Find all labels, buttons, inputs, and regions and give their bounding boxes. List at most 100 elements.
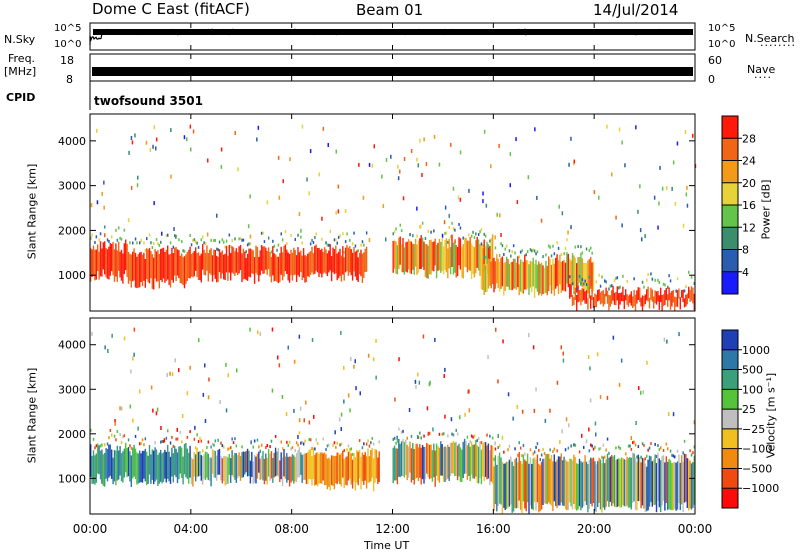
scatter-point: [659, 165, 661, 170]
scatter-speck: [420, 436, 422, 440]
colorbar-swatch: [722, 369, 738, 390]
scatter-point: [483, 129, 486, 134]
scatter-speck: [94, 241, 96, 244]
scatter-cell: [104, 241, 106, 275]
scatter-cell: [347, 247, 350, 276]
scatter-cell: [309, 449, 312, 480]
scatter-speck: [189, 234, 191, 237]
scatter-cell: [452, 440, 455, 474]
scatter-point: [208, 377, 210, 382]
scatter-cell: [442, 447, 445, 482]
scatter-cell: [230, 252, 232, 281]
scatter-cell: [591, 286, 593, 300]
scatter-speck: [497, 446, 499, 449]
scatter-cell: [315, 452, 317, 485]
scatter-cell: [279, 460, 281, 482]
scatter-point: [375, 339, 377, 343]
scatter-speck: [585, 247, 588, 251]
scatter-cell: [479, 244, 481, 276]
scatter-speck: [256, 438, 259, 442]
scatter-cell: [377, 457, 379, 484]
scatter-cell: [576, 295, 578, 311]
nsky-trace: [89, 27, 693, 45]
scatter-point: [277, 155, 280, 160]
scatter-speck: [346, 448, 348, 452]
scatter-speck: [329, 229, 331, 233]
scatter-speck: [146, 237, 148, 241]
scatter-point: [606, 124, 608, 129]
scatter-speck: [480, 242, 483, 246]
scatter-cell: [225, 245, 228, 273]
scatter-cell: [311, 456, 313, 486]
scatter-speck: [154, 441, 156, 445]
scatter-point: [287, 345, 289, 350]
scatter-speck: [274, 435, 277, 438]
scatter-point: [155, 146, 157, 151]
scatter-speck: [693, 445, 696, 449]
scatter-point: [399, 169, 401, 174]
scatter-speck: [120, 441, 123, 444]
scatter-cell: [647, 459, 649, 511]
scatter-speck: [393, 230, 396, 234]
scatter-cell: [165, 249, 167, 281]
scatter-speck: [626, 279, 628, 283]
scatter-speck: [647, 272, 649, 276]
scatter-cell: [300, 452, 302, 475]
scatter-cell: [155, 251, 158, 282]
scatter-cell: [591, 458, 593, 507]
colorbar-tick-label: 24: [742, 155, 756, 168]
scatter-point: [161, 231, 163, 236]
scatter-point: [567, 230, 569, 235]
scatter-cell: [95, 453, 97, 483]
scatter-speck: [535, 252, 537, 256]
scatter-cell: [421, 445, 424, 480]
scatter-cell: [604, 293, 606, 305]
scatter-cell: [486, 263, 488, 292]
scatter-speck: [604, 279, 606, 283]
scatter-speck: [139, 442, 141, 446]
scatter-speck: [498, 444, 501, 448]
scatter-point: [640, 390, 642, 395]
scatter-speck: [290, 233, 292, 237]
scatter-cell: [611, 290, 613, 304]
scatter-cell: [213, 249, 215, 276]
scatter-speck: [339, 234, 341, 238]
scatter-cell: [540, 262, 543, 296]
scatter-cell: [528, 264, 530, 295]
scatter-cell: [141, 254, 144, 286]
scatter-cell: [548, 256, 550, 292]
scatter-cell: [665, 287, 667, 301]
scatter-speck: [245, 250, 247, 254]
scatter-cell: [112, 457, 114, 485]
colorbar-swatch: [722, 205, 738, 228]
scatter-cell: [574, 257, 576, 287]
scatter-cell: [283, 245, 285, 277]
scatter-point: [684, 130, 687, 134]
scatter-cell: [671, 291, 673, 307]
scatter-speck: [627, 444, 630, 448]
scatter-speck: [613, 279, 616, 283]
scatter-speck: [396, 439, 399, 443]
scatter-speck: [519, 446, 522, 450]
scatter-speck: [393, 436, 396, 440]
scatter-cell: [578, 458, 581, 507]
scatter-cell: [500, 457, 502, 505]
scatter-cell: [455, 441, 457, 476]
scatter-cell: [354, 251, 357, 277]
scatter-speck: [267, 236, 270, 240]
scatter-cell: [531, 463, 533, 509]
scatter-point: [692, 133, 694, 138]
scatter-point: [385, 237, 387, 242]
scatter-point: [686, 203, 689, 208]
scatter-point: [658, 201, 660, 206]
scatter-cell: [133, 444, 135, 477]
scatter-cell: [238, 452, 240, 477]
scatter-cell: [322, 251, 324, 274]
scatter-point: [104, 345, 106, 350]
colorbar-swatch: [722, 330, 738, 351]
scatter-speck: [508, 249, 511, 253]
colorbar-swatch: [722, 160, 738, 184]
scatter-cell: [186, 448, 188, 479]
colorbar-swatch: [722, 428, 738, 450]
scatter-cell: [620, 457, 623, 508]
